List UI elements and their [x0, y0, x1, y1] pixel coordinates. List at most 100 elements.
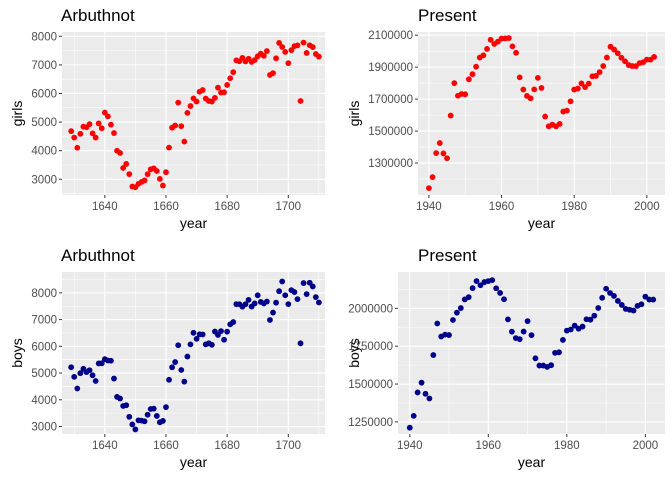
- data-point: [595, 305, 602, 311]
- data-point: [603, 54, 610, 61]
- y-tick-label: 3000: [31, 174, 57, 186]
- data-point: [144, 411, 151, 418]
- y-tick-label: 1500000: [348, 379, 393, 391]
- data-point: [92, 378, 99, 384]
- panel-background: [398, 272, 665, 434]
- data-point: [242, 301, 249, 308]
- data-point: [501, 296, 507, 303]
- data-point: [473, 278, 480, 284]
- y-tick-label: 5000: [31, 117, 57, 129]
- data-point: [153, 413, 160, 419]
- data-point: [141, 418, 148, 425]
- data-point: [270, 70, 276, 76]
- y-tick-label: 2100000: [368, 30, 413, 42]
- y-tick-label: 2000000: [348, 303, 393, 315]
- panel-background: [418, 32, 665, 195]
- data-point: [178, 123, 185, 130]
- data-point: [434, 320, 441, 327]
- data-point: [282, 292, 289, 299]
- data-point: [505, 316, 511, 323]
- data-point: [309, 283, 316, 290]
- data-point: [465, 76, 472, 83]
- data-point: [227, 75, 234, 82]
- data-point: [169, 364, 175, 371]
- x-axis-label: year: [518, 454, 546, 470]
- data-point: [300, 39, 307, 46]
- data-point: [288, 47, 295, 54]
- data-point: [516, 336, 523, 343]
- data-point: [279, 278, 286, 285]
- data-point: [199, 331, 206, 338]
- data-point: [166, 144, 172, 151]
- data-point: [542, 113, 549, 120]
- data-point: [285, 301, 292, 308]
- data-point: [593, 73, 599, 79]
- data-point: [89, 130, 96, 137]
- data-point: [221, 89, 227, 96]
- data-point: [77, 370, 84, 377]
- data-point: [567, 326, 574, 333]
- panel-background: [62, 272, 325, 434]
- data-point: [651, 54, 658, 60]
- data-point: [187, 341, 194, 348]
- x-tick-label: 1700: [276, 201, 302, 213]
- data-point: [614, 298, 621, 304]
- data-point: [273, 55, 279, 62]
- data-point: [614, 50, 621, 57]
- data-point: [144, 171, 151, 178]
- panel-present-girls: 1940 1960 1980 2000 1300000 1500000 1700000 190…: [346, 6, 665, 231]
- data-point: [98, 125, 105, 132]
- data-point: [422, 390, 429, 397]
- data-point: [315, 299, 322, 306]
- data-point: [567, 98, 574, 105]
- data-point: [446, 332, 452, 338]
- panel-arbuthnot-girls: 1640 1660 1680 1700 3000 4000 5000 6000 7000 8000…: [9, 6, 325, 231]
- y-axis-label: girls: [346, 101, 362, 127]
- data-point: [163, 404, 169, 411]
- data-point: [509, 43, 516, 50]
- data-point: [74, 385, 81, 392]
- data-point: [603, 285, 610, 292]
- data-point: [108, 121, 114, 128]
- data-point: [469, 285, 476, 292]
- y-tick-label: 6000: [31, 88, 57, 100]
- data-point: [123, 402, 130, 409]
- y-tick-label: 3000: [31, 422, 57, 434]
- data-point: [524, 318, 531, 325]
- data-point: [480, 52, 487, 59]
- data-point: [534, 74, 541, 81]
- y-tick-label: 6000: [31, 341, 57, 353]
- data-point: [587, 316, 594, 323]
- y-tick-label: 8000: [31, 288, 57, 300]
- panel-title: Arbuthnot: [61, 6, 135, 25]
- data-point: [429, 174, 436, 181]
- data-point: [276, 288, 283, 295]
- data-point: [104, 113, 111, 120]
- data-point: [178, 367, 185, 373]
- x-tick-label: 1960: [476, 440, 502, 452]
- data-point: [447, 112, 454, 119]
- data-point: [184, 353, 191, 360]
- data-point: [450, 317, 456, 323]
- x-tick-label: 1940: [397, 440, 423, 452]
- data-point: [270, 309, 276, 316]
- data-point: [426, 395, 433, 402]
- data-point: [520, 86, 527, 93]
- data-point: [175, 342, 182, 349]
- y-axis-label: boys: [346, 338, 362, 368]
- data-point: [315, 53, 322, 60]
- data-point: [224, 82, 231, 88]
- data-point: [489, 277, 496, 284]
- data-point: [123, 161, 130, 167]
- data-point: [267, 317, 273, 323]
- data-point: [571, 322, 578, 329]
- data-point: [120, 165, 127, 171]
- data-point: [599, 294, 606, 301]
- panel-arbuthnot-boys: 1640 1660 1680 1700 3000 4000 5000 6000 7000 8000…: [9, 246, 325, 470]
- x-tick-label: 1960: [489, 201, 515, 213]
- data-point: [160, 182, 166, 189]
- data-point: [453, 309, 460, 316]
- data-point: [172, 359, 179, 365]
- data-point: [263, 298, 270, 305]
- y-tick-label: 7000: [31, 315, 57, 327]
